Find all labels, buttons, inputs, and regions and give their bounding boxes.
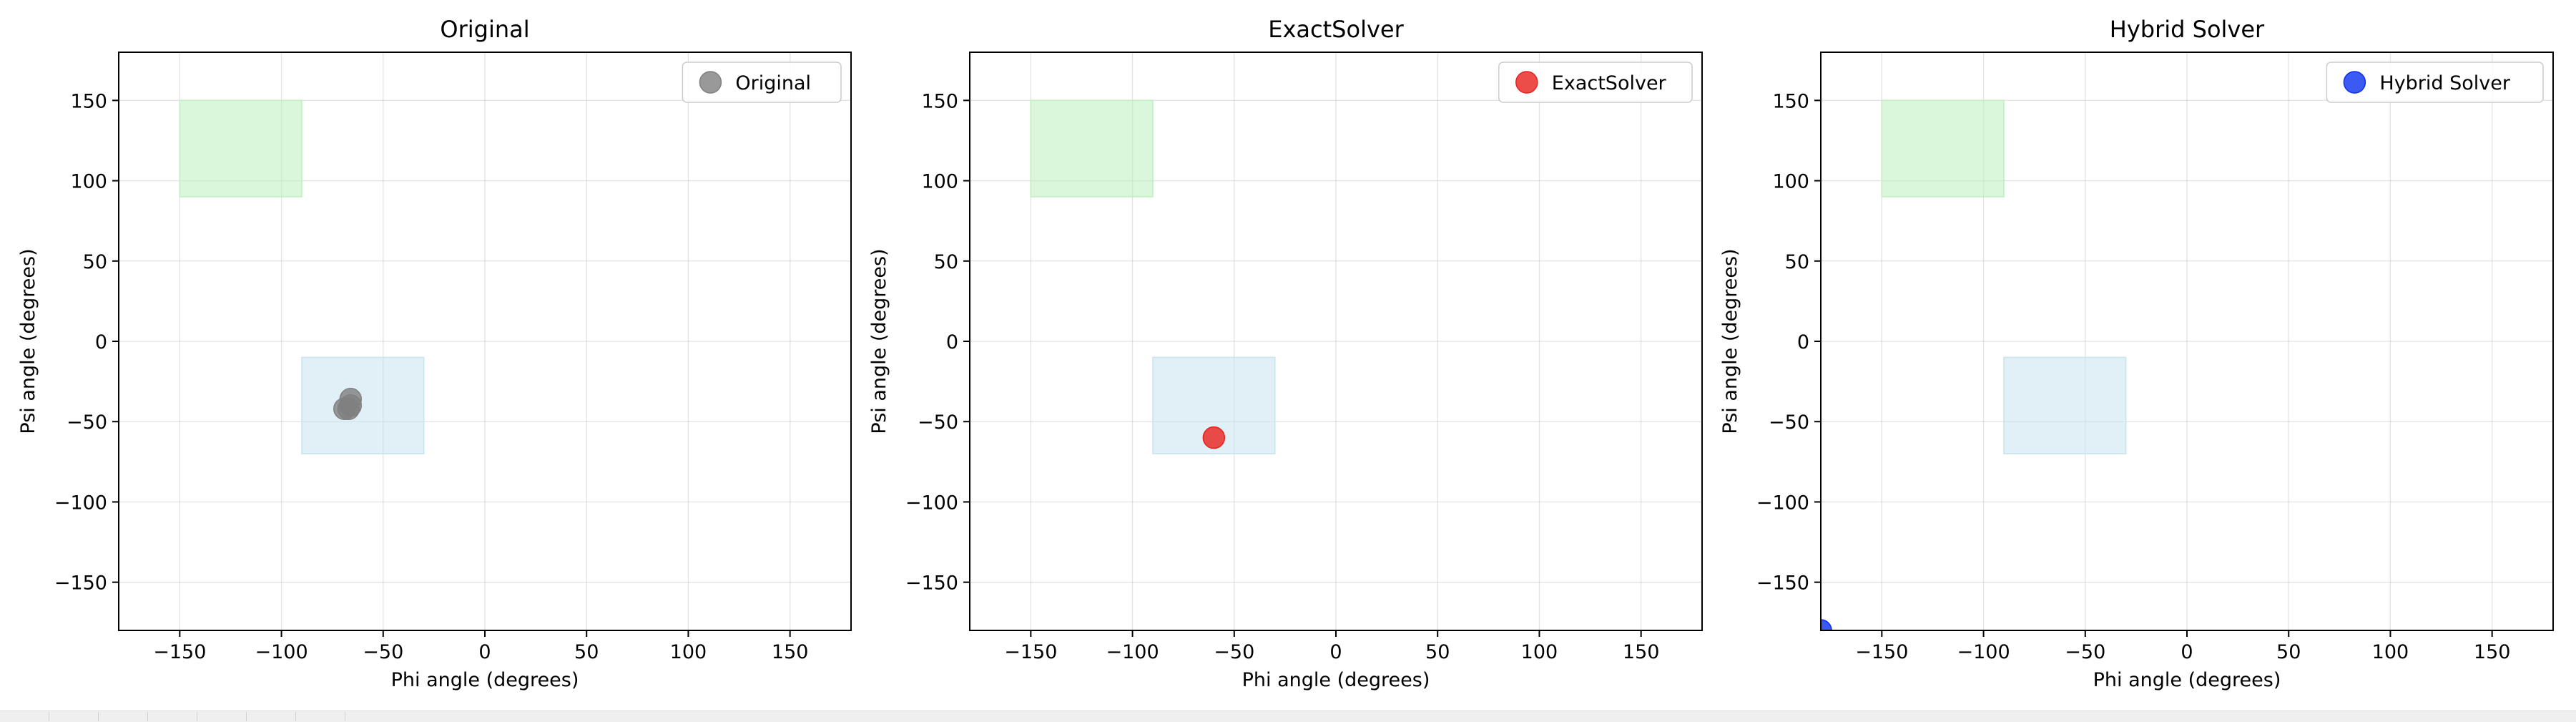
- y-tick-label: −150: [1756, 572, 1809, 595]
- x-tick-label: 0: [1329, 641, 1342, 663]
- x-tick-label: 100: [670, 641, 707, 663]
- legend: ExactSolver: [1498, 62, 1693, 103]
- legend-box: [682, 62, 842, 103]
- x-tick-label: −50: [2065, 641, 2105, 663]
- y-tick-label: 50: [934, 251, 958, 273]
- y-axis-label: Psi angle (degrees): [868, 248, 890, 434]
- y-tick-label: 100: [921, 171, 958, 193]
- legend-label: ExactSolver: [1552, 72, 1667, 94]
- data-points: [1202, 426, 1226, 449]
- legend-box: [1498, 62, 1693, 103]
- data-points: [333, 388, 363, 421]
- legend-label: Original: [735, 72, 811, 94]
- toolbar-segment: [148, 712, 197, 721]
- data-points: [1821, 619, 1832, 630]
- y-tick-label: 0: [946, 331, 958, 353]
- y-tick-label: 0: [1797, 331, 1809, 353]
- x-tick-label: 150: [1623, 641, 1660, 663]
- y-tick-label: 0: [95, 331, 107, 353]
- y-tick-label: 150: [70, 90, 107, 112]
- toolbar-segment: [99, 712, 148, 721]
- y-axis-label: Psi angle (degrees): [1719, 248, 1741, 434]
- x-tick-label: 0: [478, 641, 491, 663]
- y-tick-label: 100: [1772, 171, 1809, 193]
- x-tick-label: 100: [2372, 641, 2409, 663]
- legend-box: [2326, 62, 2544, 103]
- toolbar-segment: [0, 712, 49, 721]
- y-tick-label: 150: [921, 90, 958, 112]
- x-tick-label: 50: [574, 641, 599, 663]
- x-tick-label: −150: [1855, 641, 1908, 663]
- y-tick-label: −100: [905, 492, 958, 514]
- legend: Original: [682, 62, 842, 103]
- legend: Hybrid Solver: [2326, 62, 2544, 103]
- y-tick-label: −150: [905, 572, 958, 595]
- legend-marker: [1515, 71, 1538, 94]
- region-beta-sheet: [179, 99, 303, 197]
- x-tick-label: 150: [2474, 641, 2511, 663]
- region-beta-sheet: [1881, 99, 2005, 197]
- x-tick-label: −150: [1004, 641, 1057, 663]
- y-tick-label: 100: [70, 171, 107, 193]
- chart-title: Hybrid Solver: [2110, 16, 2265, 43]
- x-tick-label: −100: [255, 641, 308, 663]
- toolbar-segment: [296, 712, 345, 721]
- y-tick-label: −100: [54, 492, 107, 514]
- x-tick-label: −50: [363, 641, 403, 663]
- toolbar-segment: [247, 712, 296, 721]
- x-tick-label: −150: [153, 641, 206, 663]
- region-alpha-helix: [301, 356, 425, 454]
- legend-label: Hybrid Solver: [2379, 72, 2510, 94]
- bottom-toolbar-strip: [0, 711, 2576, 722]
- data-point: [1202, 426, 1226, 449]
- x-tick-label: 100: [1521, 641, 1558, 663]
- chart-panel-1: −150 −100 −50 0 50 100 150 −150 −100 −50 0 50 100 150…: [17, 16, 852, 691]
- x-tick-label: 150: [772, 641, 809, 663]
- toolbar-segment: [197, 712, 247, 721]
- region-alpha-helix: [2003, 356, 2127, 454]
- y-tick-label: 50: [1785, 251, 1809, 273]
- chart-title: Original: [440, 16, 529, 43]
- toolbar-segment: [49, 712, 99, 721]
- data-point: [1821, 619, 1832, 630]
- y-axis-label: Psi angle (degrees): [17, 248, 39, 434]
- x-axis-label: Phi angle (degrees): [391, 669, 579, 691]
- y-tick-label: −50: [67, 411, 107, 434]
- legend-marker: [2343, 71, 2366, 94]
- x-tick-label: −100: [1106, 641, 1159, 663]
- x-tick-label: −100: [1957, 641, 2010, 663]
- x-axis-label: Phi angle (degrees): [1242, 669, 1430, 691]
- y-tick-label: −50: [918, 411, 958, 434]
- region-beta-sheet: [1030, 99, 1154, 197]
- legend-marker: [699, 71, 722, 94]
- x-tick-label: −50: [1214, 641, 1254, 663]
- x-tick-label: 50: [1425, 641, 1450, 663]
- y-tick-label: 50: [83, 251, 107, 273]
- data-point: [333, 397, 356, 421]
- chart-panel-3: −150 −100 −50 0 50 100 150 −150 −100 −50 0 50 100 150…: [1719, 16, 2554, 691]
- y-tick-label: −150: [54, 572, 107, 595]
- chart-title: ExactSolver: [1268, 16, 1404, 43]
- chart-panel-2: −150 −100 −50 0 50 100 150 −150 −100 −50 0 50 100 150…: [868, 16, 1703, 691]
- x-tick-label: 0: [2181, 641, 2193, 663]
- y-tick-label: −100: [1756, 492, 1809, 514]
- y-tick-label: −50: [1769, 411, 1809, 434]
- x-axis-label: Phi angle (degrees): [2093, 669, 2281, 691]
- x-tick-label: 50: [2276, 641, 2301, 663]
- y-tick-label: 150: [1772, 90, 1809, 112]
